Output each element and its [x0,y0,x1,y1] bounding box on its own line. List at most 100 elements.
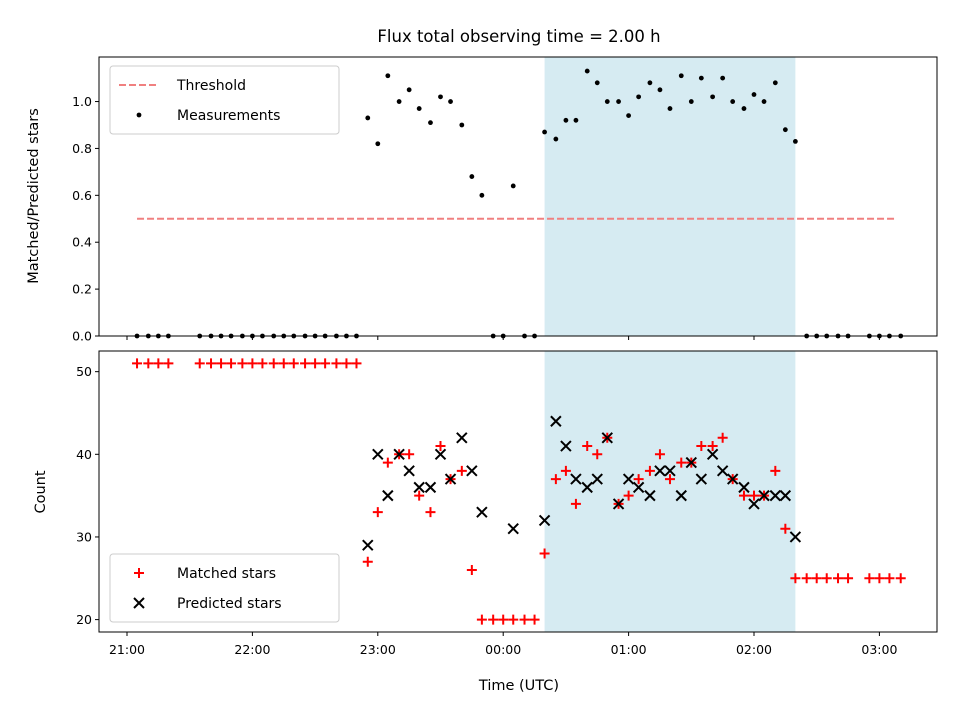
matched-star-point [257,358,268,369]
matched-star-point [488,614,499,625]
matched-star-point [206,358,217,369]
top-legend: Threshold Measurements [109,65,340,135]
measurement-point [365,115,371,121]
measurement-point [647,80,653,86]
predicted-star-point [758,489,770,502]
matched-star-point [570,498,581,509]
top-y-tick-label: 0.6 [72,188,92,203]
predicted-star-point [789,531,802,543]
measurement-point [396,99,402,104]
bottom-y-tick-label: 30 [76,529,92,544]
measurement-point [626,113,631,119]
measurement-point [375,141,381,147]
matched-star-point [466,565,477,576]
measurement-point [594,80,600,86]
matched-star-point [456,465,467,476]
measurement-point [438,94,443,100]
matched-star-point [644,465,655,476]
matched-star-point [498,614,509,625]
predicted-star-point [695,473,708,485]
legend-matched-swatch [134,568,144,578]
measurement-point [772,80,778,86]
matched-star-point [320,358,331,369]
matched-star-point [821,573,832,584]
predicted-star-point [779,489,792,502]
predicted-star-point [685,456,698,469]
predicted-star-point [372,448,384,461]
predicted-star-point [581,481,593,494]
matched-star-point [790,573,801,584]
predicted-star-point [393,448,405,461]
predicted-star-point [622,473,635,485]
matched-star-point [163,358,174,369]
matched-star-point [843,573,854,584]
measurement-point [782,127,788,133]
matched-star-point [351,358,362,369]
matched-star-point [435,441,446,452]
matched-star-point [770,465,781,476]
predicted-star-point [382,489,394,502]
top-y-tick-label: 0.2 [72,282,92,297]
predicted-star-point [769,489,782,502]
matched-star-point [550,474,561,485]
x-tick-label: 00:00 [485,642,521,657]
predicted-star-point [570,473,582,485]
measurement-point [510,183,516,189]
bottom-panel: 20 30 40 50 21:00 22:00 23:00 00:00 01:00 02:00 03… [76,350,938,657]
measurement-point [720,75,726,81]
predicted-star-point [456,432,468,444]
measurement-point [406,87,412,93]
chart-title: Flux total observing time = 2.00 h [377,27,660,46]
top-legend-box [109,65,340,135]
predicted-star-point [444,473,457,485]
measurement-point [678,73,684,79]
matched-star-point [268,358,279,369]
legend-label: Predicted stars [177,596,282,612]
matched-star-point [864,573,875,584]
measurement-point [741,106,747,111]
predicted-star-point [413,481,425,494]
matched-star-point [153,358,164,369]
predicted-star-point [675,489,687,502]
matched-star-point [237,358,248,369]
matched-star-point [633,474,644,485]
matched-star-point [592,449,603,460]
matched-star-point [833,573,844,584]
predicted-star-point [612,498,625,510]
measurement-point [469,174,475,179]
x-tick-label: 02:00 [736,642,772,657]
predicted-star-point [632,481,645,494]
matched-star-point [226,358,237,369]
matched-star-point [341,358,352,369]
matched-star-point [654,449,665,460]
bottom-legend: Matched stars Predicted stars [109,553,340,623]
matched-star-point [362,556,373,567]
matched-star-point [738,490,749,501]
measurement-point [416,106,422,111]
bottom-y-tick-label: 40 [76,447,92,462]
measurement-point [428,120,433,126]
measurement-point [792,139,798,144]
predicted-star-point [538,514,551,527]
top-observing-window-shade [544,57,796,336]
predicted-star-point [507,522,519,535]
measurement-point [573,117,579,123]
matched-star-point [476,614,487,625]
measurement-point [448,99,453,104]
top-panel: 0.0 0.2 0.4 0.6 0.8 1.0 Threshold Measurements [72,56,938,344]
predicted-star-point [748,498,760,510]
predicted-star-point [403,465,415,477]
legend-label: Matched stars [177,566,276,582]
matched-star-point [194,358,205,369]
matched-star-point [425,507,436,518]
predicted-star-point [550,415,562,427]
matched-star-point [508,614,519,625]
matched-star-point [414,490,425,501]
matched-star-point [664,474,675,485]
top-y-tick-label: 1.0 [72,94,92,109]
matched-star-point [132,358,143,369]
measurement-point [542,129,547,135]
measurement-point [751,92,757,97]
legend-label: Measurements [177,108,280,124]
matched-star-point [717,432,728,443]
